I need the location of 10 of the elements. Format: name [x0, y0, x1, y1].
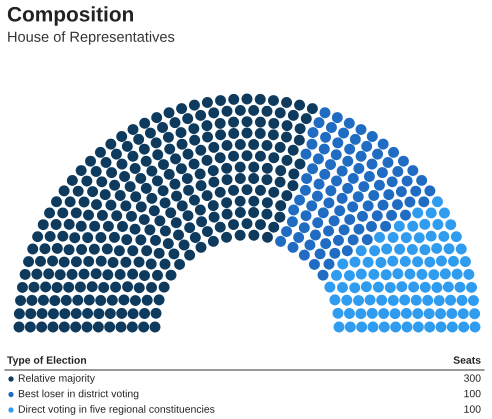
category-label: Direct voting in five regional constituencies [18, 405, 214, 415]
text: Seats [454, 356, 481, 364]
data-label: 100 [464, 390, 481, 398]
category-label: Relative majority [18, 374, 95, 384]
text: Composition [8, 6, 134, 26]
data-label: 300 [464, 374, 481, 382]
legend-title: Type of Election [7, 356, 86, 366]
data-label: 100 [464, 405, 481, 413]
text: House of Representatives [8, 31, 174, 45]
category-label: Best loser in district voting [18, 390, 138, 400]
